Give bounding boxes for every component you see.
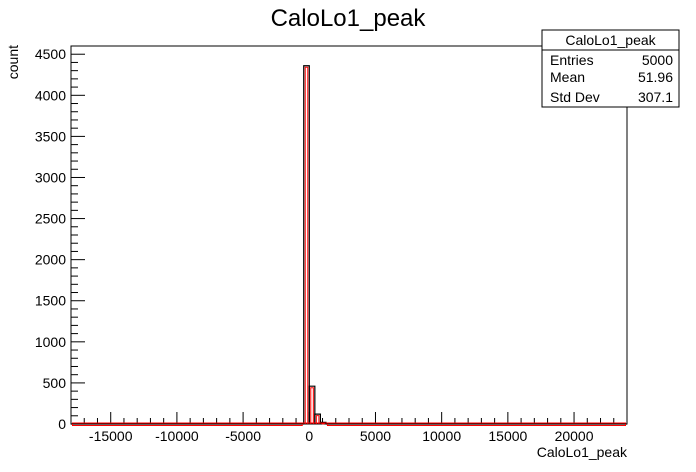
histogram-bin — [303, 65, 310, 424]
stats-box-title: CaloLo1_peak — [565, 32, 656, 48]
histogram-bin — [314, 413, 322, 424]
histogram-bin-edge — [315, 415, 320, 424]
x-tick-label: 0 — [305, 428, 313, 444]
stats-mean-value: 51.96 — [638, 69, 673, 85]
x-tick-label: 15000 — [488, 428, 527, 444]
y-tick-label: 3000 — [35, 169, 66, 185]
histogram-bin-edge — [326, 424, 626, 426]
x-tick-label: 5000 — [360, 428, 391, 444]
stats-stddev-value: 307.1 — [638, 89, 673, 105]
stats-stddev-label: Std Dev — [550, 89, 600, 105]
chart-title: CaloLo1_peak — [271, 5, 427, 32]
histogram-bin — [308, 385, 316, 424]
stats-box: CaloLo1_peak Entries 5000 Mean 51.96 Std… — [541, 29, 680, 108]
y-axis-label: count — [5, 45, 21, 79]
y-tick-label: 2500 — [35, 211, 66, 227]
y-tick-label: 500 — [43, 375, 67, 391]
x-tick-label: -5000 — [225, 428, 261, 444]
histogram-bin-edge — [304, 66, 309, 424]
y-tick-label: 3500 — [35, 128, 66, 144]
stats-mean-label: Mean — [550, 69, 585, 85]
x-tick-label: -10000 — [155, 428, 199, 444]
y-tick-label: 1500 — [35, 293, 66, 309]
stats-entries-value: 5000 — [642, 52, 673, 68]
y-tick-label: 2000 — [35, 252, 66, 268]
x-tick-label: 20000 — [555, 428, 594, 444]
y-tick-label: 4500 — [35, 46, 66, 62]
histogram-bin-edge — [310, 387, 314, 424]
y-tick-label: 4000 — [35, 87, 66, 103]
y-tick-label: 1000 — [35, 334, 66, 350]
x-axis-label: CaloLo1_peak — [537, 444, 628, 460]
histogram-bins — [71, 65, 627, 426]
stats-entries-label: Entries — [550, 52, 594, 68]
x-axis: -15000 -10000 -5000 0 5000 10000 15000 20000 — [70, 412, 628, 444]
histogram-bin-edge — [72, 424, 303, 426]
y-axis: 0 500 1000 1500 2000 2500 3000 3500 4000 4500 — [35, 45, 85, 432]
stats-box-frame — [541, 29, 680, 108]
x-tick-label: 10000 — [422, 428, 461, 444]
y-tick-label: 0 — [58, 416, 66, 432]
x-tick-label: -15000 — [89, 428, 133, 444]
